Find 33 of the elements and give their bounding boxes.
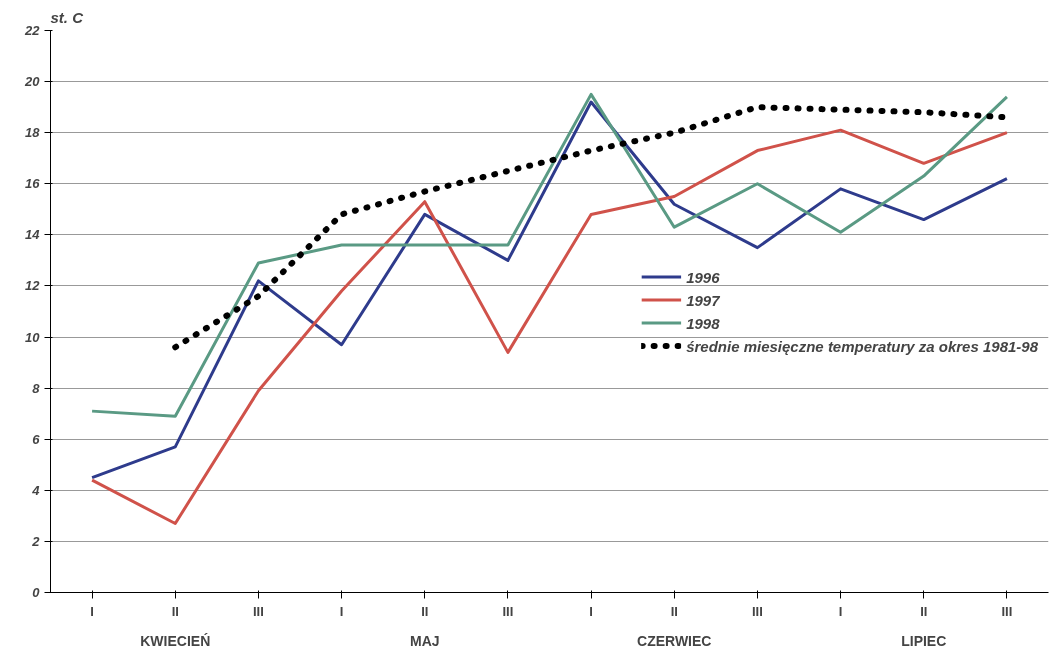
x-tick-label: III <box>752 603 763 619</box>
legend-label: 1997 <box>686 291 720 308</box>
legend-label: 1998 <box>686 314 720 331</box>
x-tick-label: I <box>589 603 593 619</box>
x-tick-label: II <box>920 603 928 619</box>
x-tick-label: III <box>253 603 264 619</box>
x-tick-label: I <box>339 603 344 619</box>
text: LIPIEC <box>901 632 947 649</box>
x-tick-label: III <box>1001 603 1013 619</box>
y-tick-label: 4 <box>31 482 41 498</box>
legend-label: średnie miesięczne temperatury za okres 1981-98 <box>686 337 1038 354</box>
y-tick-label: 22 <box>24 23 41 38</box>
y-tick-label: 10 <box>25 329 41 345</box>
y-tick-label: 12 <box>25 278 41 294</box>
x-tick-label: I <box>838 603 843 619</box>
x-tick-label: III <box>502 603 514 619</box>
legend-label: 1996 <box>686 268 720 285</box>
y-tick-label: 8 <box>32 380 41 396</box>
y-tick-label: 6 <box>32 431 41 447</box>
text: KWIECIEŃ <box>140 632 211 649</box>
y-tick-label: 2 <box>31 533 41 549</box>
y-axis-title: st. C <box>50 8 85 26</box>
x-tick-label: II <box>670 603 678 619</box>
y-tick-label: 0 <box>32 585 41 600</box>
y-tick-label: 16 <box>25 176 41 192</box>
y-tick-label: 18 <box>25 125 41 141</box>
y-tick-label: 20 <box>24 74 41 90</box>
x-tick-label: I <box>90 603 94 619</box>
text: MAJ <box>409 632 440 649</box>
text: CZERWIEC <box>637 632 712 649</box>
x-tick-label: II <box>171 603 179 619</box>
y-tick-label: 14 <box>25 227 41 243</box>
x-tick-label: II <box>421 603 429 619</box>
